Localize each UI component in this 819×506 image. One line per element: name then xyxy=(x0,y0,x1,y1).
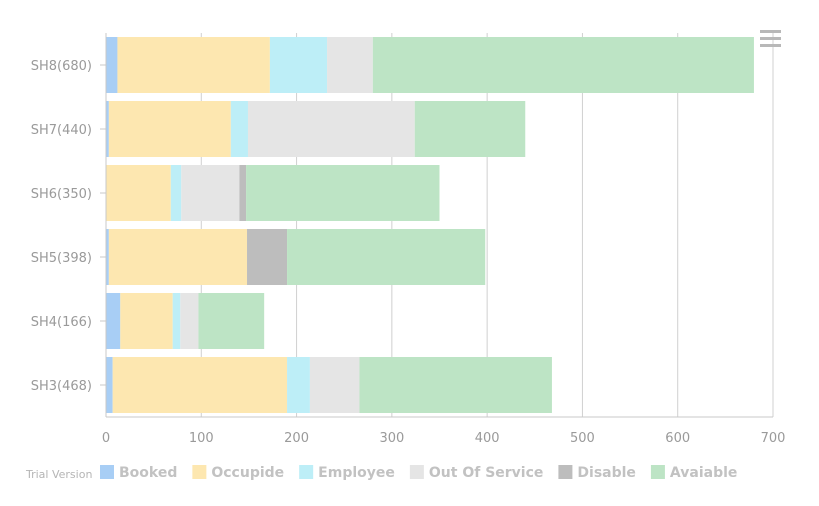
bar-segment-booked[interactable] xyxy=(106,293,121,349)
legend-swatch[interactable] xyxy=(299,465,314,479)
bar-segment-booked[interactable] xyxy=(106,101,109,157)
x-tick-label: 400 xyxy=(475,431,500,446)
legend-swatch[interactable] xyxy=(409,465,424,479)
legend: Trial Version Booked Occupide Employee Out O… xyxy=(25,465,737,481)
bar-segment-occupide[interactable] xyxy=(112,357,288,413)
legend-label[interactable]: Disable xyxy=(577,465,636,481)
bar-segment-disable[interactable] xyxy=(247,229,288,285)
gridlines xyxy=(105,33,774,417)
legend-label[interactable]: Out Of Service xyxy=(429,465,544,481)
y-tick-label: SH8(680) xyxy=(31,59,92,74)
menu-line xyxy=(759,30,781,33)
x-tick-label: 600 xyxy=(665,431,690,446)
trial-watermark: Trial Version xyxy=(25,468,92,481)
legend-label[interactable]: Avaiable xyxy=(670,465,737,481)
x-tick-label: 100 xyxy=(189,431,214,446)
axes: 0 100 200 300 400 500 600 700 SH8(680) SH7(440) SH… xyxy=(31,33,786,446)
menu-line xyxy=(759,37,781,40)
legend-label[interactable]: Occupide xyxy=(211,465,284,481)
hamburger-menu-icon[interactable] xyxy=(756,26,784,52)
bar-segment-out-of-service[interactable] xyxy=(181,165,240,221)
legend-label[interactable]: Employee xyxy=(318,465,395,481)
bar-segment-avaiable[interactable] xyxy=(359,357,552,413)
legend-label[interactable]: Booked xyxy=(119,465,177,481)
legend-swatch[interactable] xyxy=(100,465,114,479)
bar-segment-occupide[interactable] xyxy=(106,165,171,221)
bar-segment-avaiable[interactable] xyxy=(372,37,754,93)
x-tick-label: 500 xyxy=(570,431,595,446)
menu-line xyxy=(759,44,781,47)
bar-segment-occupide[interactable] xyxy=(108,229,248,285)
x-tick-label: 700 xyxy=(761,431,786,446)
bar-segment-occupide[interactable] xyxy=(120,293,173,349)
x-tick-label: 300 xyxy=(379,431,404,446)
bar-segment-avaiable[interactable] xyxy=(287,229,486,285)
y-tick-label: SH7(440) xyxy=(31,123,92,138)
y-tick-label: SH3(468) xyxy=(31,379,92,394)
bar-segment-occupide[interactable] xyxy=(108,101,231,157)
bar-segment-out-of-service[interactable] xyxy=(327,37,373,93)
x-tick-label: 200 xyxy=(284,431,309,446)
legend-swatch[interactable] xyxy=(650,465,665,479)
bar-segment-booked[interactable] xyxy=(106,357,113,413)
bar-segment-employee[interactable] xyxy=(269,37,328,93)
y-tick-label: SH4(166) xyxy=(31,315,92,330)
bar-segment-avaiable[interactable] xyxy=(414,101,526,157)
bar-segment-out-of-service[interactable] xyxy=(309,357,360,413)
bar-segment-booked[interactable] xyxy=(106,37,118,93)
bar-segment-avaiable[interactable] xyxy=(246,165,440,221)
y-tick-label: SH5(398) xyxy=(31,251,92,266)
bars xyxy=(106,37,754,413)
bar-segment-out-of-service[interactable] xyxy=(247,101,415,157)
bar-segment-employee[interactable] xyxy=(230,101,248,157)
bar-segment-employee[interactable] xyxy=(172,293,181,349)
legend-swatch[interactable] xyxy=(192,465,207,479)
y-tick-label: SH6(350) xyxy=(31,187,92,202)
bar-segment-occupide[interactable] xyxy=(117,37,270,93)
legend-swatch[interactable] xyxy=(558,465,573,479)
bar-segment-employee[interactable] xyxy=(287,357,310,413)
bar-segment-disable[interactable] xyxy=(239,165,247,221)
x-tick-label: 0 xyxy=(102,431,110,446)
bar-segment-employee[interactable] xyxy=(170,165,182,221)
bar-segment-avaiable[interactable] xyxy=(198,293,265,349)
bar-segment-out-of-service[interactable] xyxy=(180,293,199,349)
bar-segment-booked[interactable] xyxy=(106,229,109,285)
